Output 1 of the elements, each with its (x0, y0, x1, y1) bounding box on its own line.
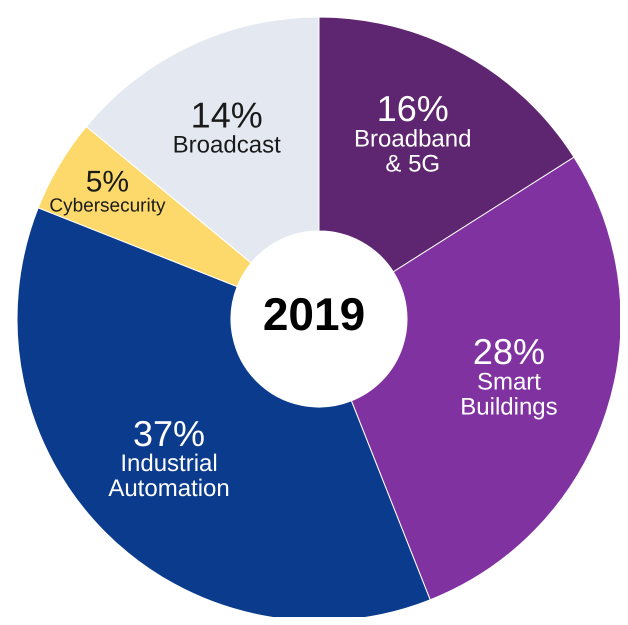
text: 2019 (262, 288, 366, 340)
